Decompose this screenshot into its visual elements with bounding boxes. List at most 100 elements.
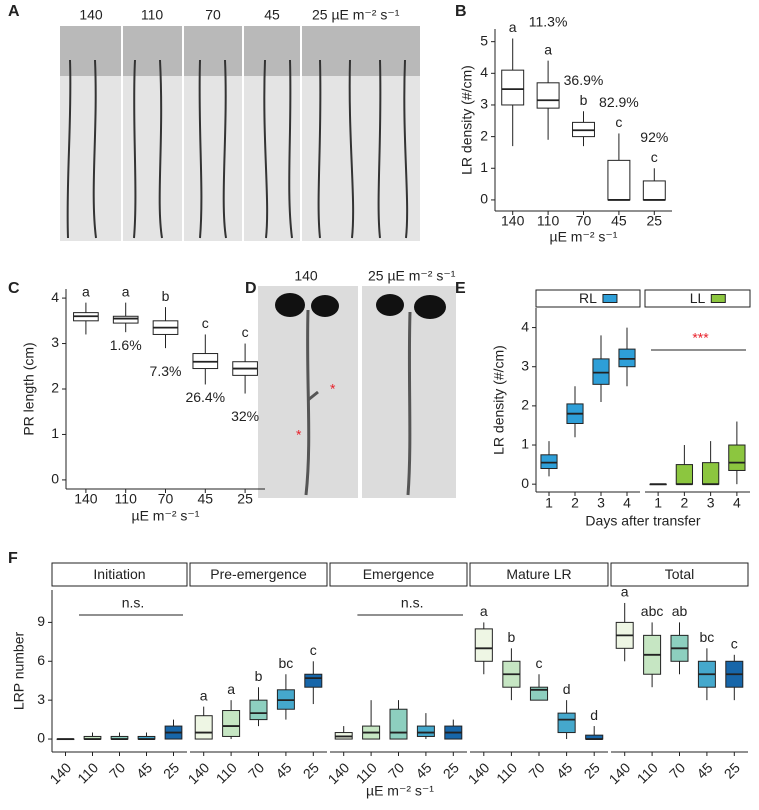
x-tick-label: 110 [493, 759, 520, 786]
box [416, 725, 435, 737]
y-tick-label: 0 [51, 471, 59, 487]
panel-label: B [455, 3, 467, 20]
significance-letter: a [82, 283, 90, 299]
y-tick-label: 0 [37, 730, 45, 746]
x-tick-label: 70 [245, 759, 267, 781]
y-tick-label: 3 [521, 357, 529, 373]
significance-letter: a [227, 681, 235, 697]
percent-label: 82.9% [599, 94, 639, 110]
legend-swatch [710, 294, 726, 303]
box [194, 715, 213, 740]
x-tick-label: 70 [525, 759, 547, 781]
y-tick-label: 6 [37, 652, 45, 668]
box [701, 462, 720, 485]
y-tick-label: 1 [51, 425, 59, 441]
legend-swatch [602, 294, 618, 303]
annotation: n.s. [401, 595, 424, 611]
x-tick-label: 140 [465, 759, 493, 787]
x-tick-label: 140 [46, 759, 74, 787]
y-tick-label: 0 [480, 191, 488, 207]
x-tick-label: 140 [606, 759, 634, 787]
box [112, 315, 139, 324]
facet-strip [469, 562, 609, 587]
x-tick-label: 2 [571, 495, 579, 511]
x-tick-label: 25 [721, 759, 743, 781]
photo [60, 26, 420, 76]
y-axis-label: LRP number [11, 631, 27, 710]
x-tick-label: 1 [654, 495, 662, 511]
y-tick-label: 9 [37, 613, 45, 629]
significance-letter: c [310, 642, 317, 658]
annotation: n.s. [122, 595, 145, 611]
percent-label: 26.4% [185, 389, 225, 405]
y-tick-label: 4 [51, 289, 59, 305]
significance-letter: b [162, 288, 170, 304]
facet-strip [329, 562, 468, 587]
asterisk-mark: * [330, 381, 336, 397]
significance-letter: c [651, 149, 658, 165]
x-tick-label: 45 [553, 759, 575, 781]
significance-letter: c [615, 114, 622, 130]
x-tick-label: 110 [537, 213, 560, 229]
significance-letter: a [621, 584, 629, 600]
percent-label: 36.9% [564, 72, 604, 88]
significance-letter: d [563, 681, 571, 697]
y-tick-label: 3 [480, 96, 488, 112]
x-tick-label: 25 [440, 759, 462, 781]
x-axis-label: µE m⁻² s⁻¹ [366, 783, 434, 799]
x-tick-label: 140 [501, 213, 525, 229]
x-tick-label: 45 [611, 213, 627, 229]
photo-label: 110 [141, 7, 164, 23]
box [304, 673, 323, 688]
y-tick-label: 4 [480, 64, 488, 80]
y-tick-label: 3 [51, 334, 59, 350]
significance-letter: abc [641, 603, 664, 619]
photo-a: 140 110 70 45 25 µE m⁻² s⁻¹ [60, 7, 420, 241]
panel-label: F [8, 550, 18, 567]
percent-label: 11.3% [529, 13, 568, 29]
y-tick-label: 1 [521, 436, 529, 452]
panel-label: E [455, 280, 466, 297]
box [607, 159, 631, 201]
x-tick-label: 25 [300, 759, 322, 781]
x-tick-label: 3 [707, 495, 715, 511]
percent-label: 1.6% [110, 337, 142, 353]
y-tick-label: 3 [37, 691, 45, 707]
significance-letter: a [122, 283, 130, 299]
photo-label: 140 [79, 7, 103, 23]
x-tick-label: 70 [576, 213, 592, 229]
facet-title: Mature LR [506, 566, 571, 582]
significance-letter: bc [279, 655, 294, 671]
percent-label: 7.3% [150, 363, 182, 379]
photo-label: 25 µE m⁻² s⁻¹ [312, 7, 400, 23]
x-tick-label: 45 [412, 759, 434, 781]
annotation: *** [692, 330, 709, 346]
x-tick-label: 140 [185, 759, 213, 787]
significance-letter: ab [672, 603, 688, 619]
facet-strip [51, 562, 188, 587]
x-tick-label: 25 [160, 759, 182, 781]
x-tick-label: 4 [733, 495, 741, 511]
panel-label: A [8, 3, 20, 20]
y-tick-label: 2 [480, 127, 488, 143]
x-tick-label: 70 [106, 759, 128, 781]
x-tick-label: 25 [647, 213, 663, 229]
significance-letter: bc [700, 629, 715, 645]
box [249, 699, 268, 721]
x-axis-label: µE m⁻² s⁻¹ [550, 229, 618, 245]
asterisk-mark: * [296, 427, 302, 443]
x-tick-label: 110 [213, 759, 240, 786]
y-axis-label: LR density (#/cm) [459, 65, 475, 175]
y-tick-label: 4 [521, 318, 529, 334]
box [389, 708, 408, 740]
x-tick-label: 45 [198, 491, 214, 507]
facet-title: Pre-emergence [210, 566, 307, 582]
significance-letter: c [202, 315, 209, 331]
y-tick-label: 2 [521, 397, 529, 413]
box [675, 464, 694, 485]
percent-label: 92% [640, 129, 668, 145]
x-axis-label: µE m⁻² s⁻¹ [132, 508, 200, 524]
panel-label: C [8, 280, 20, 297]
significance-letter: a [480, 603, 488, 619]
